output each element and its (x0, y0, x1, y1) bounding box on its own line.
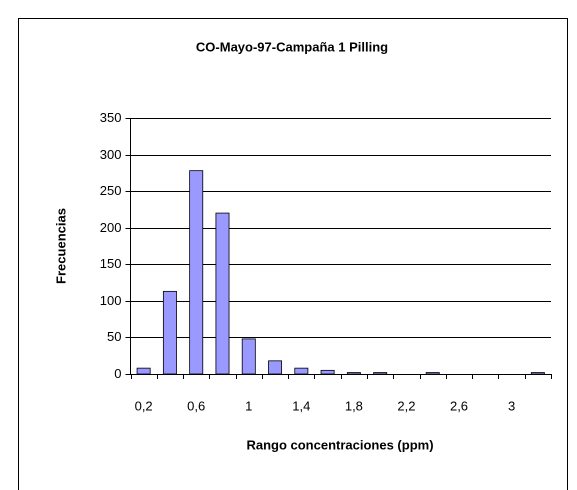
x-tick-label: 1,4 (292, 398, 310, 413)
x-tick-label: 1,8 (345, 398, 363, 413)
x-tick-label: 0,6 (187, 398, 205, 413)
y-tick-label: 250 (100, 183, 122, 198)
y-tick-label: 0 (114, 366, 121, 381)
bar (373, 372, 388, 375)
x-tick-label: 2,6 (450, 398, 468, 413)
bar (162, 290, 177, 375)
bar (294, 367, 309, 375)
y-tick-label: 150 (100, 256, 122, 271)
bar (189, 170, 204, 375)
bar (530, 372, 545, 375)
x-tick-label: 0,2 (135, 398, 153, 413)
bar (320, 369, 335, 375)
y-tick-label: 200 (100, 220, 122, 235)
bar (268, 360, 283, 375)
y-tick-label: 100 (100, 293, 122, 308)
y-axis-label: Frecuencias (53, 208, 68, 284)
bar (215, 212, 230, 375)
x-tick-label: 2,2 (397, 398, 415, 413)
y-tick-label: 50 (107, 329, 121, 344)
chart-border (18, 18, 568, 490)
x-tick-label: 3 (508, 398, 515, 413)
x-axis-label: Rango concentraciones (ppm) (246, 437, 433, 452)
bar (241, 338, 256, 375)
bar (346, 372, 361, 375)
x-tick-label: 1 (245, 398, 252, 413)
bar (136, 367, 151, 375)
bar (425, 372, 440, 375)
y-tick-label: 350 (100, 110, 122, 125)
chart-title: CO-Mayo-97-Campaña 1 Pilling (196, 39, 388, 54)
y-tick-label: 300 (100, 147, 122, 162)
